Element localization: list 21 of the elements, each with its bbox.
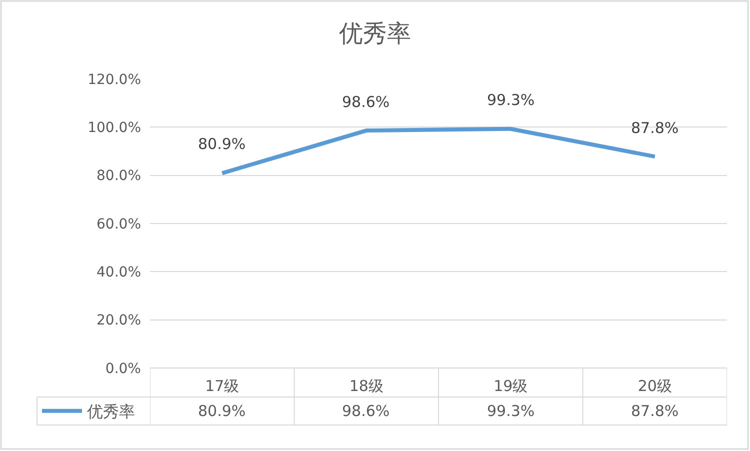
data-label: 87.8%	[631, 402, 679, 420]
text: 87.8%	[631, 119, 679, 137]
text: 99.3%	[487, 91, 535, 109]
chart-title: 优秀率	[339, 19, 411, 48]
legend-label: 优秀率	[87, 402, 135, 422]
y-tick-label: 100.0%	[88, 120, 141, 136]
data-label: 80.9%	[198, 402, 246, 420]
y-tick-label: 80.0%	[96, 168, 141, 184]
data-label: 98.6%	[342, 402, 390, 420]
y-tick-label: 40.0%	[96, 264, 141, 281]
x-tick-label: 20级	[638, 377, 672, 395]
text: 80.9%	[198, 135, 246, 153]
y-tick-label: 0.0%	[105, 360, 141, 377]
x-tick-label: 17级	[205, 377, 240, 395]
y-tick-label: 20.0%	[96, 312, 141, 329]
x-tick-label: 19级	[494, 377, 528, 395]
x-tick-label: 18级	[349, 377, 384, 395]
data-label: 99.3%	[487, 402, 535, 420]
y-tick-label: 60.0%	[96, 216, 141, 232]
y-tick-label: 120.0%	[88, 72, 141, 88]
text: 98.6%	[342, 93, 390, 111]
